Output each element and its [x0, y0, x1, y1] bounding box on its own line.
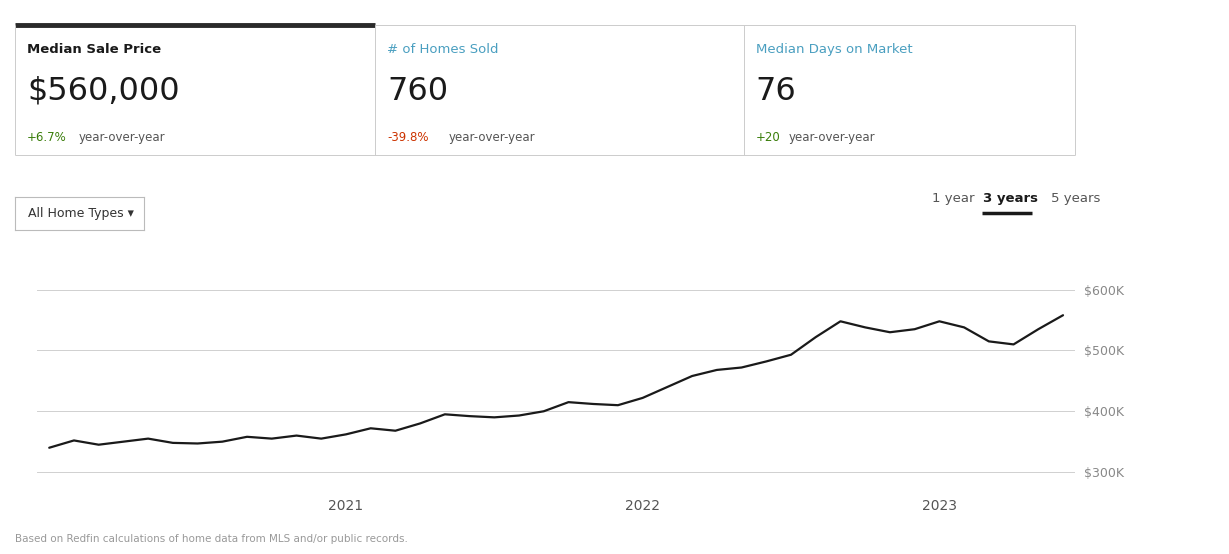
- Text: year-over-year: year-over-year: [449, 131, 535, 144]
- Text: 5 years: 5 years: [1051, 192, 1100, 205]
- Text: Median Days on Market: Median Days on Market: [756, 43, 912, 55]
- Text: 760: 760: [387, 76, 449, 107]
- Text: -39.8%: -39.8%: [387, 131, 429, 144]
- Text: Based on Redfin calculations of home data from MLS and/or public records.: Based on Redfin calculations of home dat…: [15, 534, 408, 544]
- Text: +6.7%: +6.7%: [27, 131, 66, 144]
- Text: # of Homes Sold: # of Homes Sold: [387, 43, 499, 55]
- Text: +20: +20: [756, 131, 780, 144]
- Text: year-over-year: year-over-year: [789, 131, 875, 144]
- Text: year-over-year: year-over-year: [79, 131, 165, 144]
- Text: $560,000: $560,000: [27, 76, 179, 107]
- Text: All Home Types ▾: All Home Types ▾: [27, 207, 134, 220]
- Text: Median Sale Price: Median Sale Price: [27, 43, 161, 55]
- Text: 76: 76: [756, 76, 796, 107]
- Text: 3 years: 3 years: [983, 192, 1039, 205]
- Text: 1 year: 1 year: [932, 192, 975, 205]
